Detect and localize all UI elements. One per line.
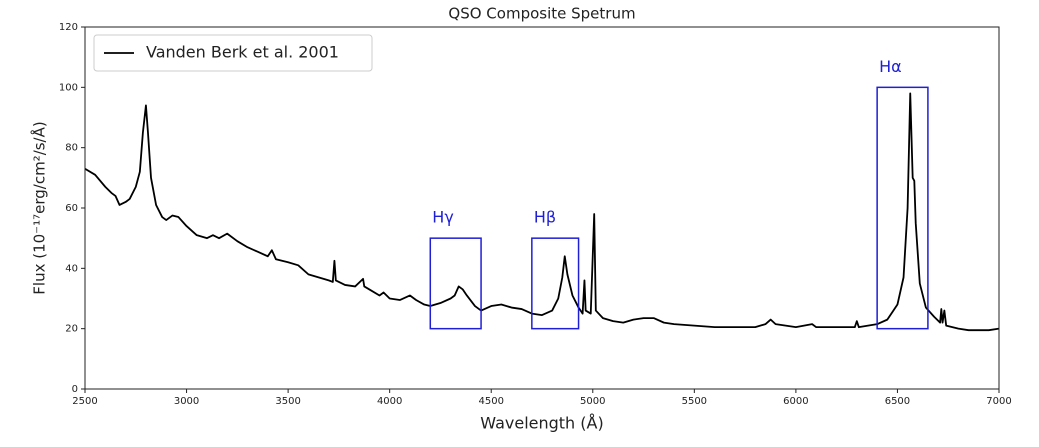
y-tick-label: 0 — [72, 384, 78, 395]
x-tick-label: 3000 — [174, 396, 199, 407]
x-tick-label: 6500 — [885, 396, 910, 407]
x-tick-label: 5000 — [580, 396, 605, 407]
x-tick-label: 4500 — [478, 396, 503, 407]
y-tick-label: 60 — [65, 203, 78, 214]
y-tick-label: 40 — [65, 263, 78, 274]
y-tick-label: 20 — [65, 324, 78, 335]
line-label: Hα — [879, 57, 902, 76]
chart-title: QSO Composite Spetrum — [448, 5, 635, 23]
legend-label: Vanden Berk et al. 2001 — [146, 43, 339, 62]
x-axis-label: Wavelength (Å) — [480, 414, 603, 433]
x-tick-label: 6000 — [783, 396, 808, 407]
x-tick-label: 2500 — [72, 396, 97, 407]
line-box — [531, 237, 580, 330]
line-label: Hβ — [534, 208, 556, 227]
y-tick-label: 80 — [65, 143, 78, 154]
x-tick-label: 7000 — [986, 396, 1011, 407]
line-box — [876, 86, 929, 330]
line-box — [429, 237, 482, 330]
y-axis-label: Flux (10⁻¹⁷erg/cm²/s/Å) — [30, 121, 49, 294]
spectrum-line — [84, 92, 1000, 332]
y-tick-label: 120 — [59, 22, 78, 33]
x-tick-label: 3500 — [275, 396, 300, 407]
y-tick-label: 100 — [59, 82, 78, 93]
x-tick-label: 4000 — [377, 396, 402, 407]
plot-frame — [84, 26, 1000, 390]
legend-box — [93, 34, 373, 72]
line-label: Hγ — [432, 208, 454, 227]
x-tick-label: 5500 — [682, 396, 707, 407]
